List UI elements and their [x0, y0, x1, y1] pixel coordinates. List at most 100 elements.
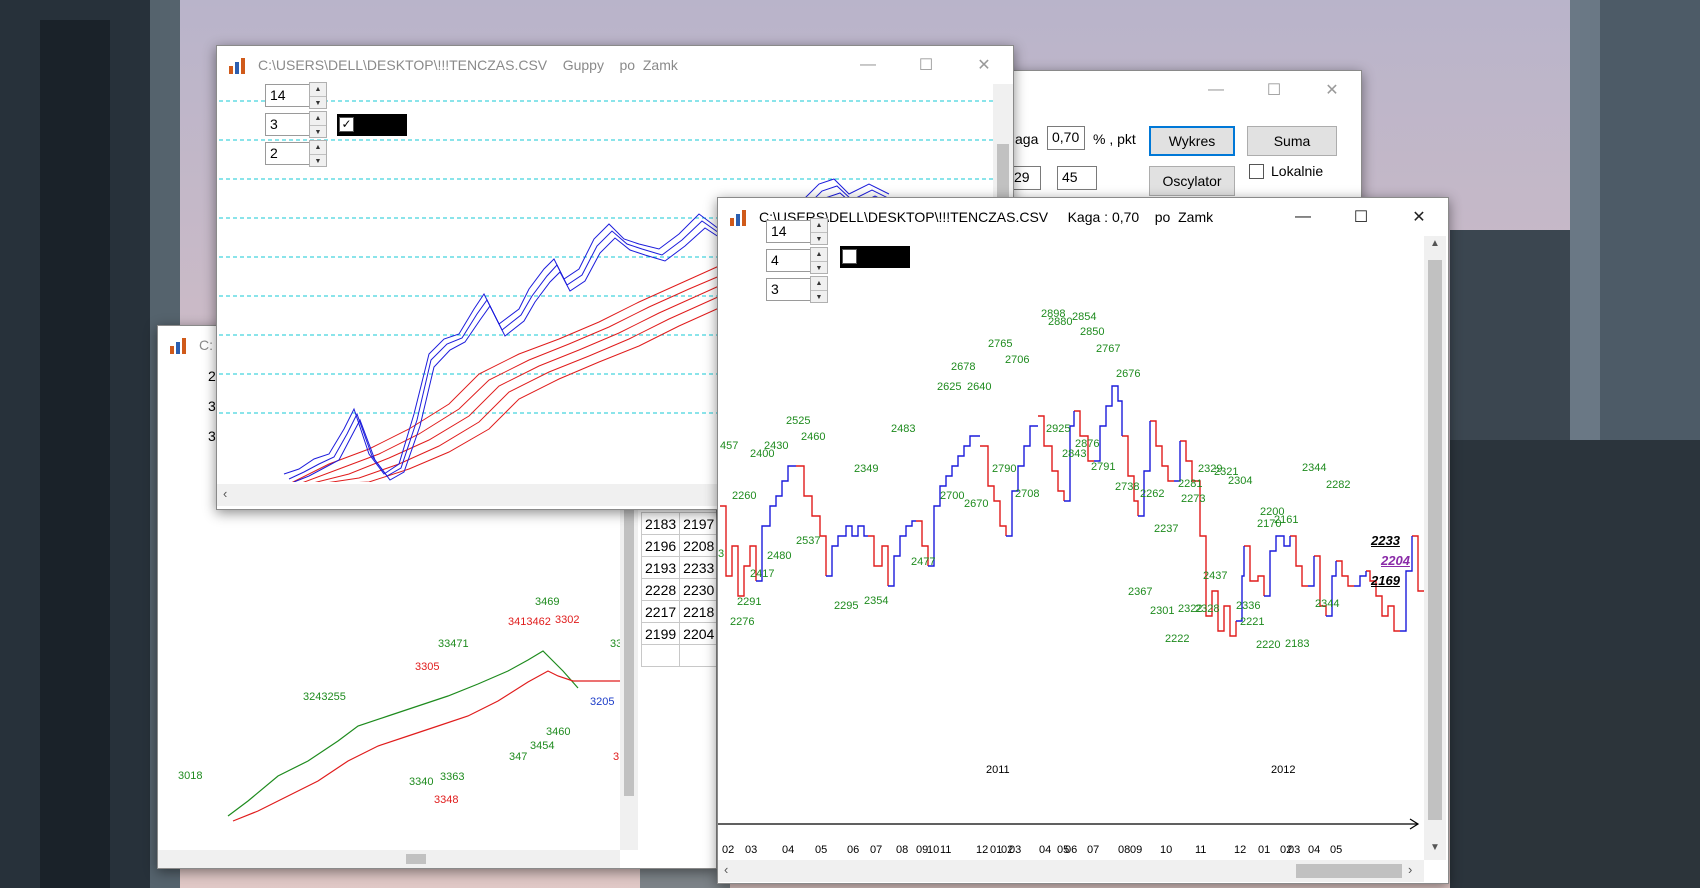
kaga-title: C:\USERS\DELL\DESKTOP\!!!TENCZAS.CSV Kag…	[759, 209, 1214, 225]
last-value-high: 2233	[1371, 533, 1400, 548]
minimize-icon[interactable]: —	[1295, 208, 1311, 225]
field-b[interactable]: 45	[1057, 166, 1097, 190]
chart-label: 2295	[834, 600, 859, 612]
red-series-line	[232, 670, 628, 822]
kaga-spin-3[interactable]: 3 ▲ ▼	[766, 276, 830, 303]
close-icon[interactable]: ✕	[1412, 209, 1426, 226]
maximize-icon[interactable]: ☐	[918, 57, 934, 74]
kaga-input[interactable]: 0,70	[1047, 126, 1085, 150]
vertical-scrollbar[interactable]: ▲ ▼	[1424, 236, 1446, 860]
secondary-line-chart	[227, 650, 628, 822]
spin-value-3[interactable]: 3	[208, 428, 216, 444]
table-cell: 2197	[679, 512, 716, 535]
color-swatch[interactable]	[337, 114, 407, 136]
scroll-thumb[interactable]	[1428, 260, 1442, 820]
up-arrow-icon[interactable]: ▲	[314, 115, 322, 122]
x-tick-label: 07	[870, 844, 883, 856]
color-swatch[interactable]	[840, 246, 910, 268]
x-tick-label: 05	[815, 844, 828, 856]
chart-label: 2304	[1228, 475, 1253, 487]
chart-label: 3454	[530, 740, 555, 752]
scroll-left-icon[interactable]: ‹	[724, 862, 729, 877]
up-arrow-icon[interactable]: ▲	[815, 222, 823, 229]
app-icon	[170, 338, 186, 354]
x-tick-label: 08	[896, 844, 909, 856]
table-cell: 2204	[679, 622, 716, 645]
kaga-spin-1[interactable]: 14 ▲ ▼	[766, 218, 830, 245]
spin-value[interactable]: 2	[265, 142, 309, 165]
scroll-up-icon[interactable]: ▲	[1430, 238, 1440, 249]
spin-arrows[interactable]: ▲ ▼	[810, 247, 828, 274]
suma-button[interactable]: Suma	[1247, 126, 1337, 156]
scroll-right-icon[interactable]: ›	[1408, 862, 1413, 877]
down-arrow-icon[interactable]: ▼	[310, 125, 326, 138]
chart-label: 3018	[178, 770, 203, 782]
chart-label: 2700	[940, 490, 965, 502]
close-icon[interactable]: ✕	[977, 57, 991, 74]
chart-label: 2220	[1256, 639, 1281, 651]
guppy-checkbox[interactable]: ✓	[339, 117, 354, 132]
down-arrow-icon[interactable]: ▼	[310, 154, 326, 167]
field-a[interactable]: 29	[1009, 166, 1041, 190]
spin-arrows[interactable]: ▲ ▼	[810, 276, 828, 303]
spin-arrows[interactable]: ▲ ▼	[309, 111, 327, 138]
spin-value-2[interactable]: 3	[208, 398, 216, 414]
spin-value[interactable]: 4	[766, 249, 810, 272]
down-arrow-icon[interactable]: ▼	[811, 290, 827, 303]
maximize-icon[interactable]: ☐	[1266, 82, 1282, 99]
x-tick-label: 02	[1280, 844, 1293, 856]
x-tick-label: 04	[1308, 844, 1321, 856]
spin-value-1[interactable]: 2	[208, 368, 216, 384]
chart-label: 2738	[1115, 481, 1140, 493]
kagi-red-lines	[720, 410, 1426, 637]
lokalnie-label: Lokalnie	[1271, 163, 1324, 179]
spin-value[interactable]: 14	[265, 84, 309, 107]
horizontal-scrollbar[interactable]	[158, 850, 620, 868]
minimize-icon[interactable]: —	[860, 56, 876, 73]
spin-value[interactable]: 14	[766, 220, 810, 243]
kaga-spin-2[interactable]: 4 ▲ ▼	[766, 247, 830, 274]
scroll-down-icon[interactable]: ▼	[1430, 842, 1440, 853]
spin-arrows[interactable]: ▲ ▼	[810, 218, 828, 245]
x-tick-label: 04	[1039, 844, 1052, 856]
up-arrow-icon[interactable]: ▲	[815, 251, 823, 258]
chart-label: 2367	[1128, 586, 1153, 598]
wykres-button[interactable]: Wykres	[1149, 126, 1235, 156]
guppy-spin-3[interactable]: 2 ▲ ▼	[265, 140, 329, 167]
scroll-thumb[interactable]	[1296, 864, 1402, 878]
down-arrow-icon[interactable]: ▼	[310, 96, 326, 109]
spin-value[interactable]: 3	[766, 278, 810, 301]
x-tick-label: 07	[1087, 844, 1100, 856]
minimize-icon[interactable]: —	[1208, 81, 1224, 98]
chart-label: 2477	[911, 556, 936, 568]
close-icon[interactable]: ✕	[1325, 82, 1339, 99]
table-row: 2228 2230	[640, 578, 716, 601]
scroll-left-icon[interactable]: ‹	[223, 486, 228, 501]
spin-arrows[interactable]: ▲ ▼	[309, 82, 327, 109]
lokalnie-checkbox[interactable]	[1249, 164, 1264, 179]
maximize-icon[interactable]: ☐	[1353, 209, 1369, 226]
chart-label: 2525	[786, 415, 811, 427]
spin-value[interactable]: 3	[265, 113, 309, 136]
chart-label: 2537	[796, 535, 821, 547]
guppy-spin-1[interactable]: 14 ▲ ▼	[265, 82, 329, 109]
chart-label: 2706	[1005, 354, 1030, 366]
oscylator-button[interactable]: Oscylator	[1149, 166, 1235, 196]
table-row: 2199 2204	[640, 622, 716, 645]
x-tick-label: 09	[1130, 844, 1143, 856]
guppy-spin-2[interactable]: 3 ▲ ▼	[265, 111, 329, 138]
up-arrow-icon[interactable]: ▲	[314, 144, 322, 151]
horizontal-scrollbar[interactable]: ‹ ›	[718, 860, 1424, 882]
guppy-titlebar: C:\USERS\DELL\DESKTOP\!!!TENCZAS.CSV Gup…	[217, 46, 1013, 84]
spin-arrows[interactable]: ▲ ▼	[309, 140, 327, 167]
up-arrow-icon[interactable]: ▲	[314, 86, 322, 93]
chart-label: 2460	[801, 431, 826, 443]
down-arrow-icon[interactable]: ▼	[811, 232, 827, 245]
kaga-checkbox[interactable]	[842, 249, 857, 264]
scroll-thumb[interactable]	[406, 854, 426, 864]
scroll-thumb[interactable]	[624, 396, 634, 796]
chart-label: 2850	[1080, 326, 1105, 338]
down-arrow-icon[interactable]: ▼	[811, 261, 827, 274]
up-arrow-icon[interactable]: ▲	[815, 280, 823, 287]
chart-label: 2328	[1195, 603, 1220, 615]
